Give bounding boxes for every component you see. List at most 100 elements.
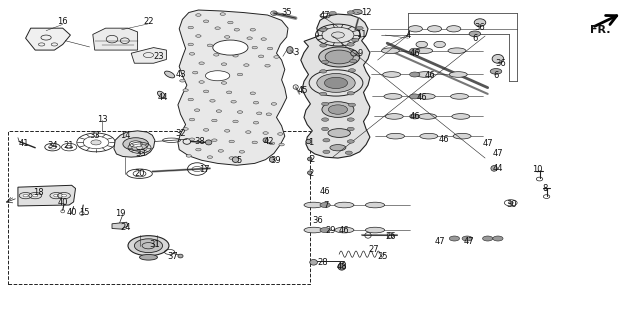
Circle shape xyxy=(210,100,215,102)
Circle shape xyxy=(348,43,355,46)
Circle shape xyxy=(225,130,230,132)
Circle shape xyxy=(349,103,356,106)
Circle shape xyxy=(246,131,251,133)
Ellipse shape xyxy=(351,50,357,56)
Polygon shape xyxy=(178,10,288,165)
Circle shape xyxy=(332,32,344,38)
Circle shape xyxy=(247,37,252,39)
Circle shape xyxy=(250,92,255,95)
Ellipse shape xyxy=(335,227,354,233)
Circle shape xyxy=(410,48,420,53)
Text: 10: 10 xyxy=(532,165,543,174)
Text: 2: 2 xyxy=(310,155,315,164)
Text: 46: 46 xyxy=(320,187,330,196)
Circle shape xyxy=(279,143,284,146)
Circle shape xyxy=(410,94,420,99)
Ellipse shape xyxy=(232,157,239,162)
Text: 42: 42 xyxy=(264,137,274,146)
Circle shape xyxy=(352,9,362,14)
Text: 47: 47 xyxy=(483,140,493,148)
Text: 19: 19 xyxy=(115,209,125,218)
Ellipse shape xyxy=(328,129,351,137)
Circle shape xyxy=(212,139,217,141)
Text: 38: 38 xyxy=(195,137,205,146)
Text: 47: 47 xyxy=(493,149,503,158)
Ellipse shape xyxy=(420,133,438,139)
Circle shape xyxy=(216,110,221,112)
Text: 26: 26 xyxy=(385,232,396,241)
Polygon shape xyxy=(26,28,70,50)
Circle shape xyxy=(253,101,259,104)
Ellipse shape xyxy=(408,26,422,32)
Text: 31: 31 xyxy=(150,240,160,249)
Text: 40: 40 xyxy=(67,208,77,217)
Circle shape xyxy=(128,236,169,256)
Circle shape xyxy=(320,228,330,233)
Circle shape xyxy=(228,21,233,24)
Circle shape xyxy=(322,127,329,131)
Circle shape xyxy=(252,141,257,144)
Circle shape xyxy=(233,120,238,123)
Text: 35: 35 xyxy=(282,8,292,17)
Ellipse shape xyxy=(419,114,436,119)
Circle shape xyxy=(234,28,239,31)
Ellipse shape xyxy=(307,171,312,175)
Circle shape xyxy=(493,236,503,241)
Circle shape xyxy=(469,31,481,37)
Ellipse shape xyxy=(492,54,504,63)
Circle shape xyxy=(196,14,201,16)
Ellipse shape xyxy=(269,157,275,162)
Circle shape xyxy=(352,38,359,42)
Text: 28: 28 xyxy=(317,258,328,267)
Circle shape xyxy=(323,150,330,154)
Text: 36: 36 xyxy=(495,59,506,68)
Text: 40: 40 xyxy=(58,198,68,207)
Circle shape xyxy=(134,239,163,253)
Circle shape xyxy=(320,44,326,47)
Text: 29: 29 xyxy=(325,226,335,234)
Circle shape xyxy=(54,194,59,197)
Circle shape xyxy=(259,55,264,58)
Polygon shape xyxy=(114,131,155,157)
Ellipse shape xyxy=(335,202,354,208)
Polygon shape xyxy=(131,48,166,63)
Text: 36: 36 xyxy=(475,23,485,32)
Text: FR.: FR. xyxy=(590,25,611,35)
Circle shape xyxy=(356,26,364,30)
Circle shape xyxy=(322,102,329,106)
Circle shape xyxy=(221,63,227,65)
Circle shape xyxy=(193,71,198,74)
Circle shape xyxy=(508,202,513,204)
Circle shape xyxy=(252,46,257,49)
Text: 36: 36 xyxy=(312,216,323,225)
Text: 48: 48 xyxy=(337,262,347,271)
Circle shape xyxy=(23,194,28,197)
Text: 45: 45 xyxy=(298,86,308,95)
Circle shape xyxy=(253,121,259,124)
Circle shape xyxy=(180,80,185,82)
Bar xyxy=(8,131,310,284)
Polygon shape xyxy=(18,185,76,206)
Text: 13: 13 xyxy=(97,115,108,124)
Circle shape xyxy=(348,92,355,95)
Polygon shape xyxy=(93,28,138,50)
Circle shape xyxy=(323,138,330,142)
Text: 2: 2 xyxy=(308,169,314,178)
Text: 39: 39 xyxy=(270,156,280,165)
Ellipse shape xyxy=(365,227,385,233)
Circle shape xyxy=(215,27,220,29)
Circle shape xyxy=(136,146,143,149)
Ellipse shape xyxy=(449,72,467,77)
Circle shape xyxy=(188,43,193,46)
Circle shape xyxy=(410,114,420,119)
Text: 3: 3 xyxy=(293,48,298,57)
Circle shape xyxy=(129,141,142,147)
Circle shape xyxy=(322,118,329,121)
Circle shape xyxy=(330,12,337,15)
Circle shape xyxy=(261,38,266,40)
Text: 47: 47 xyxy=(320,11,330,19)
Ellipse shape xyxy=(310,259,317,265)
Ellipse shape xyxy=(416,72,434,77)
Circle shape xyxy=(186,155,191,157)
Circle shape xyxy=(188,26,193,29)
